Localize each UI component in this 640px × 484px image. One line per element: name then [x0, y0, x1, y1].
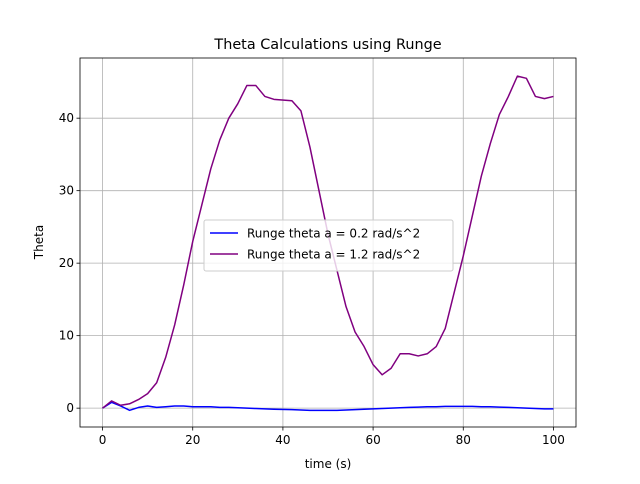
y-tick-label: 40	[59, 111, 74, 125]
y-tick-label: 20	[59, 256, 74, 270]
legend-label: Runge theta a = 0.2 rad/s^2	[247, 227, 420, 241]
plot-frame	[79, 57, 577, 428]
y-axis-label: Theta	[32, 225, 46, 260]
x-tick-label: 0	[99, 433, 107, 447]
series-line	[102, 401, 554, 412]
y-tick-label: 0	[66, 401, 74, 415]
y-tick-label: 30	[59, 184, 74, 198]
chart-title: Theta Calculations using Runge	[213, 37, 441, 53]
x-tick-label: 40	[275, 433, 290, 447]
x-tick-label: 20	[185, 433, 200, 447]
legend-label: Runge theta a = 1.2 rad/s^2	[247, 248, 420, 262]
x-tick-label: 60	[365, 433, 380, 447]
y-tick-label: 10	[59, 329, 74, 343]
legend-box	[203, 219, 454, 272]
legend: Runge theta a = 0.2 rad/s^2 Runge theta a…	[203, 219, 454, 272]
x-tick-label: 100	[542, 433, 565, 447]
x-tick-label: 80	[456, 433, 471, 447]
x-axis-label: time (s)	[305, 457, 352, 471]
